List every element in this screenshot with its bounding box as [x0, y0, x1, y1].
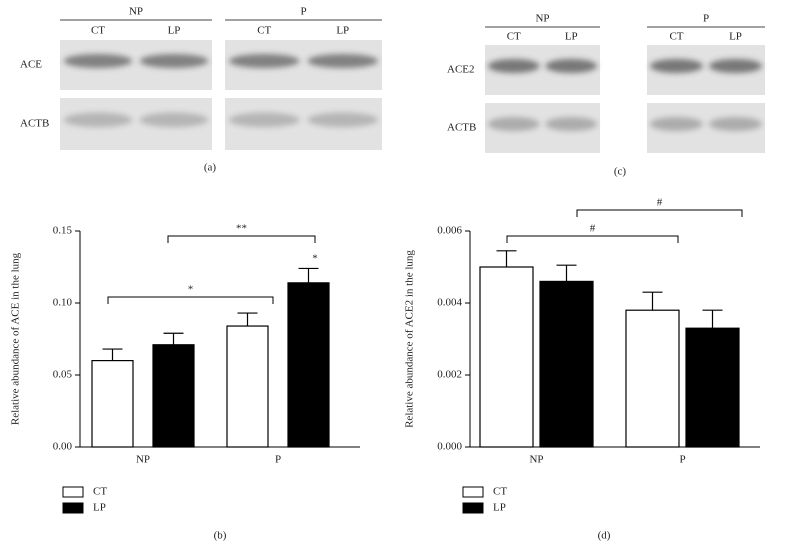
lane-label: CT	[257, 25, 271, 37]
legend-swatch	[462, 486, 484, 498]
x-tick-label: P	[679, 454, 685, 466]
lane-label: CT	[669, 31, 683, 43]
significance-mark: *	[312, 253, 318, 265]
panel-label: (b)	[214, 530, 227, 542]
y-tick-label: 0.10	[53, 297, 73, 309]
blot-band	[708, 59, 763, 73]
legend-label: LP	[493, 502, 506, 514]
significance-mark: **	[236, 223, 247, 235]
row-label: ACE2	[447, 64, 475, 76]
significance-bracket	[576, 209, 743, 217]
y-tick-label: 0.15	[53, 225, 73, 237]
group-label: NP	[129, 6, 143, 18]
error-bar	[298, 267, 319, 283]
lane-label: LP	[168, 25, 181, 37]
blot-band	[545, 59, 598, 73]
panel-label: (c)	[614, 166, 627, 178]
x-tick-label: NP	[136, 454, 150, 466]
blot-band	[63, 54, 133, 68]
error-bar	[102, 348, 123, 361]
error-bar	[556, 264, 577, 282]
significance-mark: #	[590, 223, 596, 235]
blot-band	[545, 117, 598, 131]
lane-label: LP	[565, 31, 578, 43]
blot-band	[649, 59, 704, 73]
significance-bracket	[506, 235, 679, 243]
y-tick-label: 0.002	[437, 369, 462, 381]
x-tick-label: NP	[529, 454, 543, 466]
significance-mark: #	[657, 197, 663, 209]
blot-band	[487, 117, 540, 131]
y-tick-label: 0.00	[53, 441, 73, 453]
blot-band	[487, 59, 540, 73]
y-tick-label: 0.05	[53, 369, 73, 381]
error-bar	[496, 250, 517, 267]
legend-swatch	[62, 486, 84, 498]
blot-band	[139, 112, 209, 128]
lane-label: LP	[729, 31, 742, 43]
blot-band	[307, 54, 379, 68]
y-axis-label: Relative abundance of ACE2 in the lung	[404, 250, 416, 428]
bar	[625, 309, 680, 448]
row-label: ACTB	[447, 122, 476, 134]
bar	[91, 360, 134, 448]
legend-label: CT	[93, 486, 107, 498]
blot-band	[649, 117, 704, 131]
error-bar	[642, 291, 663, 311]
group-label: P	[300, 6, 306, 18]
bar	[152, 344, 195, 448]
row-label: ACE	[20, 59, 42, 71]
y-tick-label: 0.006	[437, 225, 462, 237]
error-bar	[237, 312, 258, 327]
blot-band	[228, 54, 300, 68]
y-axis-label: Relative abundance of ACE in the lung	[10, 252, 22, 425]
lane-label: LP	[336, 25, 349, 37]
lane-label: CT	[507, 31, 521, 43]
legend-swatch	[462, 502, 484, 514]
x-tick-label: P	[275, 454, 281, 466]
group-label: NP	[535, 13, 549, 25]
bar	[226, 325, 269, 448]
panel-label: (a)	[204, 162, 217, 174]
bar	[479, 266, 534, 448]
legend-label: LP	[93, 502, 106, 514]
blot-band	[139, 54, 209, 68]
error-bar	[163, 332, 184, 345]
group-label: P	[703, 13, 709, 25]
row-label: ACTB	[20, 118, 49, 130]
bar	[685, 327, 740, 448]
blot-band	[63, 112, 133, 128]
error-bar	[702, 309, 723, 329]
lane-label: CT	[91, 25, 105, 37]
significance-bracket	[167, 235, 316, 243]
panel-label: (d)	[598, 530, 611, 542]
significance-bracket	[107, 296, 274, 304]
y-tick-label: 0.000	[437, 441, 462, 453]
legend-swatch	[62, 502, 84, 514]
bar	[287, 282, 330, 448]
blot-band	[228, 112, 300, 128]
y-tick-label: 0.004	[437, 297, 462, 309]
legend-label: CT	[493, 486, 507, 498]
blot-band	[708, 117, 763, 131]
significance-mark: *	[188, 284, 194, 296]
blot-band	[307, 112, 379, 128]
bar	[539, 280, 594, 448]
